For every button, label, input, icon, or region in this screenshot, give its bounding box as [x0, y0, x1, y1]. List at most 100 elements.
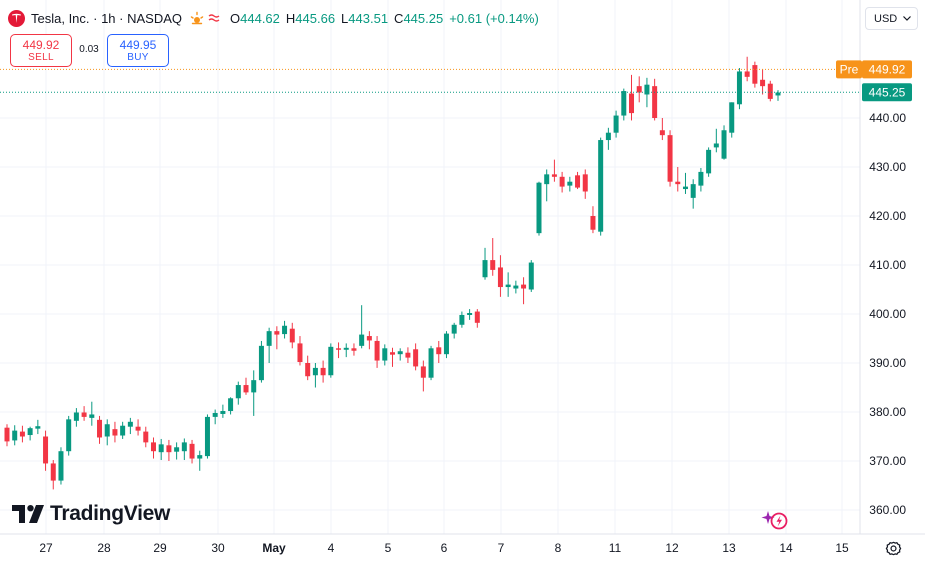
candle [73, 408, 79, 427]
candle [459, 311, 465, 328]
price-axis[interactable]: 360.00 370.00 380.00 390.00 400.00 410.00 420.… [836, 0, 912, 534]
candle [598, 137, 604, 236]
candle [729, 102, 735, 138]
candle [127, 417, 133, 435]
price-lines [0, 68, 860, 93]
candle [266, 327, 272, 363]
sell-button[interactable]: 449.92 SELL [10, 34, 72, 67]
candle [135, 419, 141, 436]
y-tick-label: 360.00 [869, 503, 906, 517]
candle [652, 78, 658, 121]
x-tick-label: 4 [328, 541, 335, 555]
y-tick-label: 420.00 [869, 209, 906, 223]
currency-select[interactable]: USD [865, 7, 918, 30]
last-price-label: 445.25 [862, 83, 912, 102]
high-value: 445.66 [295, 10, 336, 26]
candle [698, 167, 704, 192]
y-tick-label: 390.00 [869, 356, 906, 370]
candle [551, 159, 557, 182]
candle [197, 450, 203, 471]
buy-label: BUY [127, 51, 149, 63]
y-tick-label: 410.00 [869, 258, 906, 272]
candlestick-series [4, 56, 781, 490]
open-value: 444.62 [240, 10, 280, 26]
session-indicators[interactable] [190, 11, 220, 25]
candle [536, 181, 542, 236]
x-tick-label: 27 [39, 541, 53, 555]
candle [228, 397, 234, 415]
candle [682, 172, 688, 194]
candle [58, 447, 64, 485]
buy-button[interactable]: 449.95 BUY [107, 34, 169, 67]
candle [582, 169, 588, 199]
candle [443, 331, 449, 359]
candle [736, 68, 742, 110]
candle [366, 331, 372, 350]
tesla-logo-icon [8, 9, 25, 27]
candle [528, 260, 534, 292]
candle [451, 322, 457, 339]
candle [104, 419, 110, 446]
x-tick-label: May [262, 541, 286, 555]
price-label-value: 445.25 [869, 85, 906, 99]
x-tick-label: 12 [665, 541, 679, 555]
candle [336, 342, 342, 359]
candle [760, 69, 766, 95]
brand-name: TradingView [50, 502, 171, 525]
candle [420, 360, 426, 392]
tradingview-logo-icon [12, 505, 44, 523]
candle [659, 118, 665, 141]
sell-price: 449.92 [22, 37, 60, 52]
ai-sparkle-icon[interactable] [761, 509, 789, 531]
candle [767, 80, 773, 102]
candle [752, 61, 758, 88]
candle [297, 336, 303, 366]
candle [575, 171, 581, 190]
candle [274, 326, 280, 350]
candle [181, 438, 187, 461]
candle [282, 320, 288, 339]
candle [590, 206, 596, 234]
symbol-title[interactable]: Tesla, Inc. · 1h · NASDAQ [31, 10, 182, 26]
candle [166, 439, 172, 461]
time-axis[interactable]: 27 28 29 30 May 4 5 6 7 8 11 12 13 14 15 [0, 533, 925, 555]
x-tick-label: 14 [779, 541, 793, 555]
candle [50, 460, 56, 490]
candle [497, 255, 503, 297]
price-label-value: 449.92 [869, 62, 906, 76]
candle [289, 322, 295, 349]
y-tick-label: 400.00 [869, 307, 906, 321]
candle [559, 171, 565, 193]
tradingview-logo[interactable]: TradingView [12, 502, 170, 526]
ohlc-readout: O444.62 H445.66 L443.51 C445.25 +0.61 (+0.14… [230, 11, 539, 26]
candle [690, 179, 696, 209]
candle [482, 247, 488, 280]
spread-value: 0.03 [79, 44, 99, 55]
candle [413, 343, 419, 371]
candle [35, 419, 41, 435]
currency-value: USD [874, 12, 898, 25]
candle [629, 74, 635, 121]
high-label: H [285, 10, 296, 26]
candle [467, 309, 473, 320]
y-tick-label: 380.00 [869, 405, 906, 419]
chevron-down-icon [903, 16, 911, 21]
close-value: 445.25 [403, 10, 444, 26]
candle [644, 77, 650, 108]
candle [4, 424, 10, 447]
x-tick-label: 5 [385, 541, 392, 555]
close-label: C [394, 10, 404, 26]
chart-settings-gear-icon[interactable] [885, 540, 902, 557]
candle [243, 377, 249, 395]
candle [12, 425, 18, 446]
candle [120, 421, 126, 439]
x-tick-label: 11 [609, 541, 622, 555]
candle [43, 430, 49, 471]
candle [81, 406, 87, 421]
candle [112, 421, 118, 443]
candle [312, 363, 318, 388]
candle [328, 343, 334, 378]
candle [428, 345, 434, 381]
candle [251, 370, 257, 416]
